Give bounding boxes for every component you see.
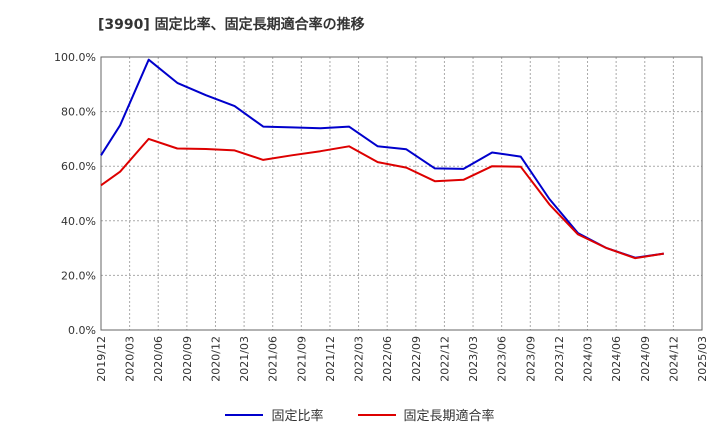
y-tick-label: 0.0% xyxy=(68,324,96,337)
x-tick-label: 2020/12 xyxy=(209,336,222,382)
x-tick-label: 2024/12 xyxy=(667,336,680,382)
chart-title: [3990] 固定比率、固定長期適合率の推移 xyxy=(98,17,365,33)
plot-frame xyxy=(100,56,703,331)
x-tick-label: 2020/06 xyxy=(152,336,165,382)
grid xyxy=(100,56,703,331)
axes xyxy=(100,56,703,331)
y-tick-label: 20.0% xyxy=(61,269,96,282)
y-tick-label: 40.0% xyxy=(61,215,96,228)
legend-item-fixed-ratio: 固定比率 xyxy=(225,405,324,424)
x-tick-label: 2021/03 xyxy=(238,336,251,382)
y-tick-labels: 0.0% 20.0% 40.0% 60.0% 80.0% 100.0% xyxy=(54,51,96,337)
legend-label-long-term-ratio: 固定長期適合率 xyxy=(403,409,495,424)
x-tick-label: 2021/12 xyxy=(324,336,337,382)
series-line-long-term-ratio xyxy=(100,137,664,260)
legend-item-long-term-ratio: 固定長期適合率 xyxy=(357,405,495,424)
x-tick-label: 2025/03 xyxy=(696,336,709,382)
x-tick-label: 2023/03 xyxy=(467,336,480,382)
x-tick-label: 2024/06 xyxy=(610,336,623,382)
x-tick-label: 2023/12 xyxy=(553,336,566,382)
series-lines xyxy=(100,58,664,260)
y-tick-label: 80.0% xyxy=(61,106,96,119)
x-tick-label: 2024/03 xyxy=(582,336,595,382)
legend-swatch-fixed-ratio xyxy=(225,413,264,416)
x-tick-labels: 2019/12 2020/03 2020/06 2020/09 2020/12 2021/… xyxy=(95,336,709,382)
x-tick-label: 2021/06 xyxy=(267,336,280,382)
y-tick-label: 100.0% xyxy=(54,51,96,64)
x-tick-label: 2024/09 xyxy=(639,336,652,382)
x-tick-label: 2020/03 xyxy=(124,336,137,382)
series-line-fixed-ratio xyxy=(100,58,664,259)
x-tick-label: 2022/03 xyxy=(353,336,366,382)
x-tick-label: 2022/09 xyxy=(410,336,423,382)
legend-swatch-long-term-ratio xyxy=(357,413,396,416)
legend: 固定比率 固定長期適合率 xyxy=(0,405,720,424)
legend-label-fixed-ratio: 固定比率 xyxy=(271,409,324,424)
y-tick-label: 60.0% xyxy=(61,160,96,173)
x-tick-label: 2023/09 xyxy=(524,336,537,382)
x-tick-label: 2019/12 xyxy=(95,336,108,382)
x-tick-label: 2020/09 xyxy=(181,336,194,382)
x-tick-label: 2021/09 xyxy=(295,336,308,382)
x-tick-label: 2023/06 xyxy=(496,336,509,382)
x-tick-label: 2022/06 xyxy=(381,336,394,382)
x-tick-label: 2022/12 xyxy=(438,336,451,382)
